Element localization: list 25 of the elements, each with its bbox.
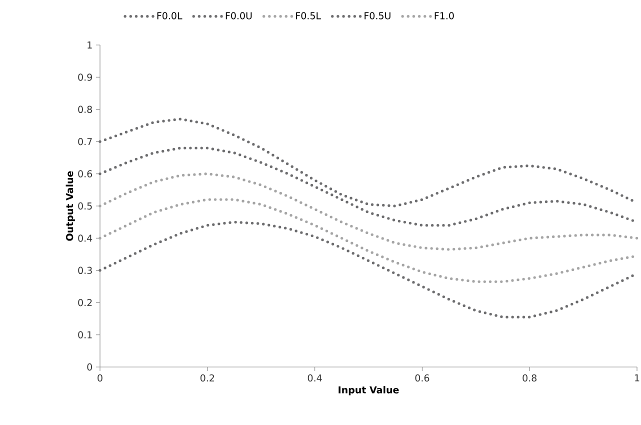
y-tick-label: 0.4 xyxy=(78,234,92,242)
legend-label: F0.0U xyxy=(226,12,252,20)
y-tick-label: 0.9 xyxy=(78,74,92,81)
x-axis-title: Input Value xyxy=(338,386,399,396)
y-tick-label: 0.7 xyxy=(78,138,92,146)
y-tick-label: 0.8 xyxy=(78,106,92,113)
x-tick-label: 0.2 xyxy=(200,374,214,382)
y-tick-label: 0.1 xyxy=(78,331,92,338)
legend-label: F0.5U xyxy=(364,12,390,20)
x-tick-label: 0.4 xyxy=(308,374,322,382)
legend-label: F0.0L xyxy=(157,12,182,20)
legend-label: F1.0 xyxy=(434,12,454,20)
y-tick-label: 0.5 xyxy=(78,202,92,210)
x-tick-label: 0.6 xyxy=(415,374,430,382)
y-axis-title: Output Value xyxy=(66,171,75,241)
x-tick-label: 0 xyxy=(98,374,102,382)
y-tick-label: 0.2 xyxy=(78,299,92,306)
x-tick-label: 1 xyxy=(635,374,640,382)
legend-label: F0.5L xyxy=(296,12,321,20)
y-tick-label: 1 xyxy=(88,42,92,48)
y-tick-label: 0 xyxy=(87,363,92,371)
x-tick-label: 0.8 xyxy=(522,374,537,382)
line-series xyxy=(98,172,638,251)
y-tick-label: 0.6 xyxy=(78,170,92,178)
y-tick-label: 0.3 xyxy=(78,266,92,274)
